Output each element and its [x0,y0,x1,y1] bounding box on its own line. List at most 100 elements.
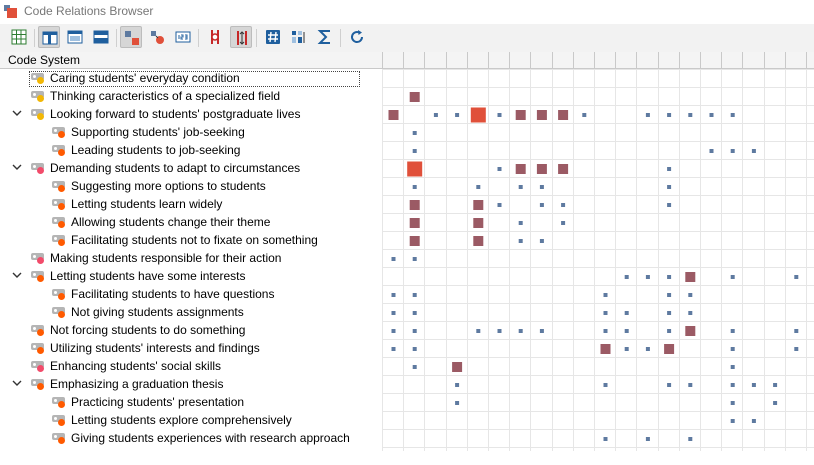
relation-square[interactable] [558,164,569,174]
relation-square[interactable] [412,149,417,153]
relation-square[interactable] [645,113,650,117]
relation-square[interactable] [667,185,672,189]
relation-square[interactable] [773,401,778,405]
column-header-divider[interactable] [530,52,531,68]
refresh-button[interactable] [346,26,368,48]
relation-square[interactable] [667,293,672,297]
relation-square[interactable] [409,200,420,210]
relation-square[interactable] [497,329,502,333]
column-header-divider[interactable] [403,52,404,68]
relation-square[interactable] [730,401,735,405]
column-header-divider[interactable] [615,52,616,68]
relation-square[interactable] [645,275,650,279]
code-row[interactable]: Caring students' everyday condition [0,69,388,87]
relation-square[interactable] [600,344,611,354]
relation-square[interactable] [664,344,675,354]
relation-square[interactable] [751,383,756,387]
relation-square[interactable] [518,185,523,189]
relation-square[interactable] [412,185,417,189]
relation-square[interactable] [412,365,417,369]
column-header-divider[interactable] [488,52,489,68]
relation-square[interactable] [582,113,587,117]
relation-square[interactable] [624,329,629,333]
code-row[interactable]: Demanding students to adapt to circumsta… [0,159,388,177]
relation-square[interactable] [476,185,481,189]
code-row[interactable]: Emphasizing a graduation thesis [0,375,388,393]
relation-square[interactable] [388,110,399,120]
code-row[interactable]: Enhancing students' social skills [0,357,388,375]
relation-square[interactable] [476,329,481,333]
relation-square[interactable] [497,203,502,207]
compare-columns-button[interactable] [204,26,226,48]
column-header-divider[interactable] [700,52,701,68]
relation-square[interactable] [624,347,629,351]
relation-square[interactable] [667,113,672,117]
relation-square[interactable] [667,203,672,207]
relation-square[interactable] [539,203,544,207]
relation-square[interactable] [645,347,650,351]
relation-square[interactable] [730,329,735,333]
relation-square[interactable] [794,347,799,351]
sort-columns-button[interactable] [288,26,310,48]
relation-square[interactable] [515,164,526,174]
relation-square[interactable] [455,113,460,117]
relation-square[interactable] [667,383,672,387]
code-row[interactable]: Letting students have some interests [0,267,388,285]
hash-count-button[interactable] [262,26,284,48]
column-header-divider[interactable] [742,52,743,68]
squares-symbol-button[interactable] [120,26,142,48]
relation-square[interactable] [473,218,484,228]
relation-square[interactable] [688,113,693,117]
relation-square[interactable] [409,218,420,228]
relation-square[interactable] [603,383,608,387]
relation-square[interactable] [730,365,735,369]
grid-view-button[interactable] [8,26,30,48]
relation-square[interactable] [667,329,672,333]
code-row[interactable]: Allowing students change their theme [0,213,388,231]
relation-square[interactable] [773,383,778,387]
layout-left-button[interactable] [38,26,60,48]
code-row[interactable]: Giving students experiences with researc… [0,429,388,447]
chevron-down-icon[interactable] [11,377,23,389]
relation-square[interactable] [709,113,714,117]
column-header-divider[interactable] [679,52,680,68]
code-row[interactable]: Practicing students' presentation [0,393,388,411]
relation-square[interactable] [794,329,799,333]
relation-square[interactable] [433,113,438,117]
relation-square[interactable] [409,92,420,102]
column-header-divider[interactable] [764,52,765,68]
relation-square[interactable] [473,200,484,210]
relation-square[interactable] [685,272,696,282]
relation-square[interactable] [452,362,463,372]
column-header-divider[interactable] [467,52,468,68]
column-header-divider[interactable] [382,52,383,68]
chevron-down-icon[interactable] [11,269,23,281]
code-row[interactable]: Thinking caracteristics of a specialized… [0,87,388,105]
relation-square[interactable] [518,329,523,333]
column-header-divider[interactable] [552,52,553,68]
relation-square[interactable] [515,110,526,120]
chevron-down-icon[interactable] [11,107,23,119]
column-header-divider[interactable] [636,52,637,68]
numbers-symbol-button[interactable] [172,26,194,48]
relation-square[interactable] [730,149,735,153]
relation-square[interactable] [561,203,566,207]
column-header-divider[interactable] [594,52,595,68]
column-header-divider[interactable] [446,52,447,68]
relation-square[interactable] [603,311,608,315]
relation-square[interactable] [730,113,735,117]
relation-square[interactable] [688,437,693,441]
relation-square[interactable] [497,113,502,117]
relation-square[interactable] [539,329,544,333]
column-header-divider[interactable] [509,52,510,68]
code-row[interactable]: Facilitating students to have questions [0,285,388,303]
code-row[interactable]: Supporting students' job-seeking [0,123,388,141]
chevron-down-icon[interactable] [11,161,23,173]
relation-square[interactable] [455,383,460,387]
relation-square[interactable] [391,347,396,351]
relation-square[interactable] [407,161,423,177]
layout-bottom-button[interactable] [90,26,112,48]
relation-square[interactable] [688,293,693,297]
code-row[interactable]: Letting students explore comprehensively [0,411,388,429]
relation-square[interactable] [730,275,735,279]
